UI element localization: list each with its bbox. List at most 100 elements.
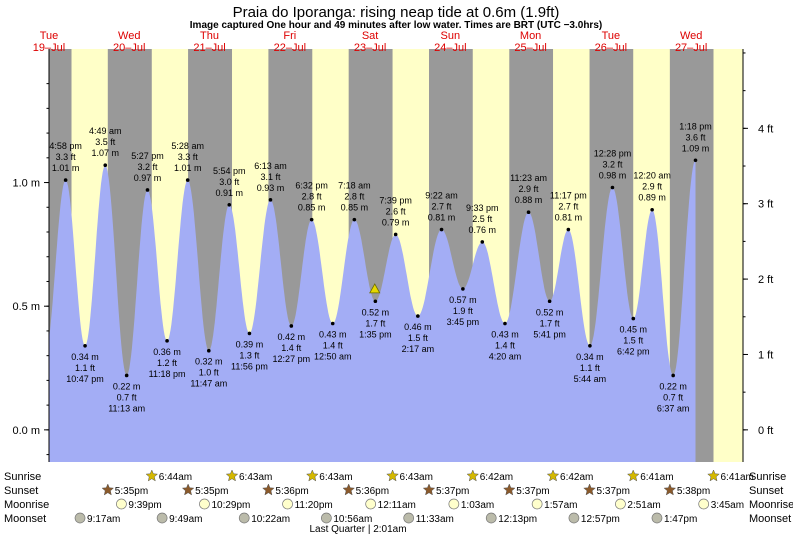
sunset-time-label: 5:37pm — [516, 486, 549, 497]
tide-m-label: 0.85 m — [341, 203, 369, 213]
tide-time-label: 11:47 am — [190, 379, 227, 389]
tide-m-label: 0.43 m — [319, 330, 347, 340]
tide-m-label: 0.85 m — [298, 203, 326, 213]
tide-time-label: 10:47 pm — [66, 374, 104, 384]
event-row-label-left: Sunrise — [4, 471, 41, 483]
tide-m-label: 0.22 m — [659, 381, 687, 391]
tide-time-label: 5:27 pm — [131, 151, 164, 161]
tide-ft-label: 2.9 ft — [519, 184, 540, 194]
moonset-moon-icon — [238, 512, 250, 524]
moonrise-moon-icon — [365, 498, 377, 510]
day-name-label: Wed — [680, 30, 702, 42]
tide-point — [185, 178, 190, 182]
tide-time-label: 7:39 pm — [379, 195, 412, 205]
tide-point — [124, 373, 129, 378]
event-row-label-right: Moonrise — [749, 499, 793, 511]
tide-point — [650, 207, 654, 212]
sunset-time-label: 5:36pm — [356, 486, 389, 497]
tide-ft-label: 3.2 ft — [137, 162, 158, 172]
tide-ft-label: 3.2 ft — [602, 159, 623, 169]
day-name-label: Fri — [283, 30, 296, 42]
tide-point — [165, 339, 169, 343]
tide-m-label: 0.76 m — [469, 225, 497, 235]
chart-subtitle: Image captured One hour and 49 minutes a… — [190, 20, 602, 31]
moonset-moon-icon — [568, 512, 580, 524]
sunset-time-label: 5:37pm — [436, 486, 469, 497]
sunrise-time-label: 6:41am — [640, 472, 673, 483]
tide-m-label: 0.45 m — [620, 325, 648, 335]
tide-point — [309, 217, 314, 222]
tide-ft-label: 1.7 ft — [365, 318, 386, 328]
day-name-label: Mon — [520, 30, 541, 42]
event-row-label-right: Moonset — [749, 513, 791, 525]
tide-point — [145, 188, 150, 192]
tide-m-label: 0.97 m — [134, 173, 162, 183]
tide-ft-label: 1.2 ft — [157, 358, 178, 368]
tide-ft-label: 1.5 ft — [408, 333, 429, 343]
tide-point — [330, 321, 335, 326]
sunrise-star-icon — [546, 469, 560, 482]
moonrise-time-label: 1:03am — [461, 500, 494, 511]
tide-time-label: 11:23 am — [510, 173, 547, 183]
moonset-moon-icon — [403, 512, 415, 524]
tide-time-label: 5:28 am — [171, 141, 204, 151]
moonset-time-label: 10:22am — [251, 514, 290, 525]
tide-m-label: 0.36 m — [153, 347, 181, 357]
tide-m-label: 1.07 m — [91, 148, 119, 158]
tide-point — [610, 185, 615, 190]
tide-ft-label: 0.7 ft — [663, 392, 684, 402]
sunset-time-label: 5:35pm — [115, 486, 148, 497]
sunrise-star-icon — [145, 469, 159, 482]
tide-m-label: 0.57 m — [449, 295, 477, 305]
tide-time-label: 9:22 am — [425, 191, 458, 201]
tide-ft-label: 2.9 ft — [642, 182, 663, 192]
moonrise-moon-icon — [448, 498, 460, 510]
y-tick-label-ft: 3 ft — [758, 199, 773, 211]
tide-m-label: 0.34 m — [71, 352, 99, 362]
tide-ft-label: 2.7 ft — [558, 202, 579, 212]
tide-ft-label: 2.8 ft — [302, 192, 323, 202]
tide-m-label: 1.01 m — [52, 163, 80, 173]
tide-time-label: 1:18 pm — [679, 121, 712, 131]
moonset-moon-icon — [156, 512, 168, 524]
tide-time-label: 6:13 am — [254, 161, 287, 171]
tide-m-label: 0.32 m — [195, 357, 223, 367]
tide-m-label: 0.52 m — [536, 307, 564, 317]
moonrise-time-label: 10:29pm — [211, 500, 250, 511]
tide-point — [547, 299, 552, 304]
tide-time-label: 12:28 pm — [594, 148, 632, 158]
y-tick-label-ft: 0 ft — [758, 425, 773, 437]
y-tick-label-m: 0.0 m — [12, 425, 40, 437]
sunrise-time-label: 6:43am — [400, 472, 433, 483]
tide-ft-label: 2.5 ft — [472, 214, 493, 224]
tide-ft-label: 1.5 ft — [623, 336, 644, 346]
tide-point — [416, 314, 420, 318]
moonrise-time-label: 12:11am — [378, 500, 416, 511]
sunrise-star-icon — [707, 469, 720, 482]
tide-point — [693, 158, 698, 163]
moonrise-time-label: 2:51am — [627, 500, 660, 511]
tide-m-label: 0.81 m — [555, 213, 583, 223]
tide-m-label: 0.89 m — [638, 193, 666, 203]
tide-point — [289, 324, 294, 328]
y-tick-label-ft: 1 ft — [758, 349, 773, 361]
tide-ft-label: 1.1 ft — [75, 363, 96, 373]
sunset-time-label: 5:35pm — [195, 486, 228, 497]
day-name-label: Sat — [362, 30, 379, 42]
moon-phase-label: Last Quarter | 2:01am — [309, 524, 406, 535]
tide-ft-label: 1.7 ft — [540, 318, 561, 328]
tide-point — [247, 331, 252, 336]
tide-m-label: 0.91 m — [216, 188, 244, 198]
day-name-label: Tue — [602, 30, 621, 42]
tide-m-label: 0.22 m — [113, 381, 141, 391]
day-date-label: 19–Jul — [33, 42, 65, 54]
chart-title: Praia do Iporanga: rising neap tide at 0… — [233, 4, 560, 21]
moonrise-time-label: 11:20pm — [295, 500, 333, 511]
day-name-label: Thu — [200, 30, 219, 42]
day-date-label: 21–Jul — [193, 42, 225, 54]
tide-ft-label: 1.0 ft — [199, 368, 220, 378]
moonset-time-label: 12:57pm — [581, 514, 620, 525]
day-date-label: 27–Jul — [675, 42, 707, 54]
tide-m-label: 0.98 m — [599, 170, 627, 180]
